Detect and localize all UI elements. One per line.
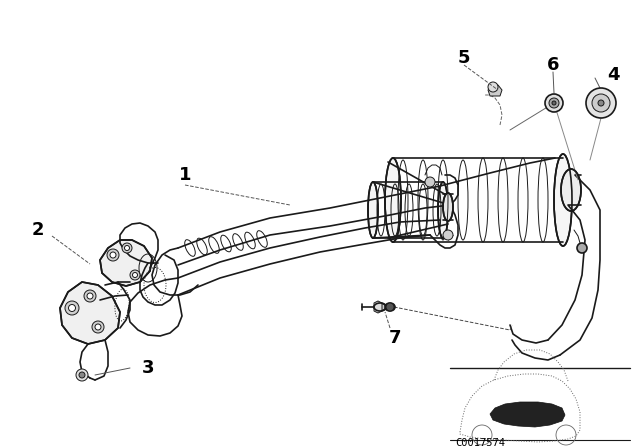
Circle shape [598,100,604,106]
Circle shape [65,301,79,315]
Circle shape [107,249,119,261]
Ellipse shape [438,182,448,238]
Circle shape [577,243,587,253]
Circle shape [443,230,453,240]
Text: 1: 1 [179,166,191,184]
Circle shape [386,303,394,311]
Circle shape [68,305,76,311]
Ellipse shape [561,169,581,211]
Text: 3: 3 [141,359,154,377]
Circle shape [549,98,559,108]
Polygon shape [100,240,152,286]
Ellipse shape [554,154,572,246]
Circle shape [84,290,96,302]
Circle shape [122,243,132,253]
Circle shape [79,372,85,378]
Circle shape [110,252,116,258]
Polygon shape [490,402,565,427]
Text: 4: 4 [607,66,620,84]
Text: 5: 5 [458,49,470,67]
Ellipse shape [368,182,378,238]
Text: C0017574: C0017574 [455,438,505,448]
Polygon shape [374,301,382,313]
Ellipse shape [443,193,453,221]
Circle shape [92,321,104,333]
Circle shape [87,293,93,299]
Circle shape [76,369,88,381]
Text: 6: 6 [547,56,559,74]
Text: 2: 2 [32,221,44,239]
Circle shape [95,324,101,330]
Circle shape [125,246,129,250]
Circle shape [132,272,138,277]
Ellipse shape [374,303,386,311]
Circle shape [130,270,140,280]
Circle shape [552,101,556,105]
Polygon shape [488,85,502,96]
Circle shape [425,177,435,187]
Circle shape [545,94,563,112]
Text: 7: 7 [388,329,401,347]
Circle shape [488,82,498,92]
Circle shape [586,88,616,118]
Polygon shape [60,282,120,344]
Ellipse shape [385,303,395,311]
Ellipse shape [385,158,401,242]
Circle shape [592,94,610,112]
